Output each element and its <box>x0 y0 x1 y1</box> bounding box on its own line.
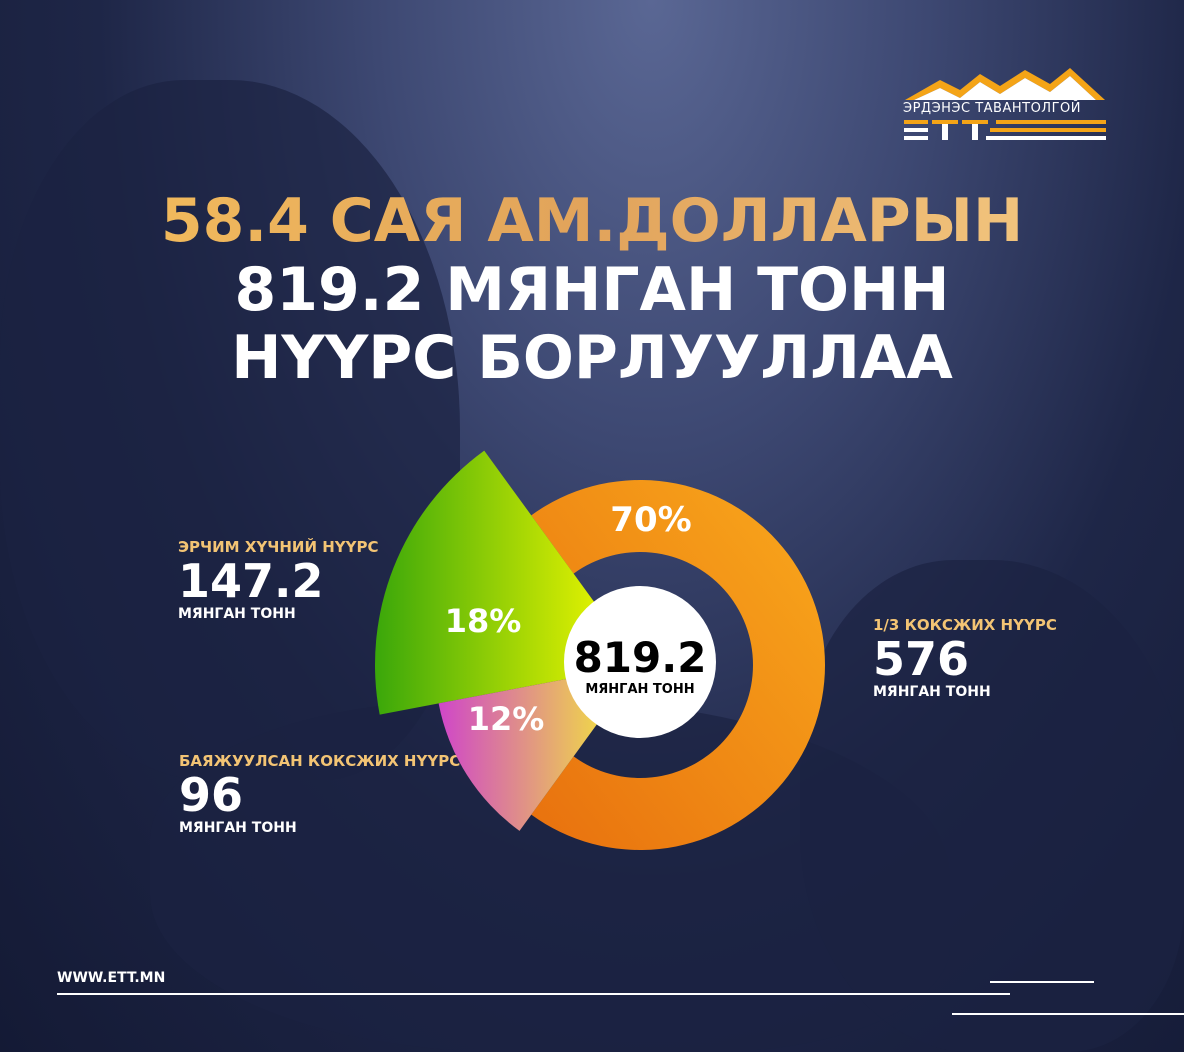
percent-label-thermal: 18% <box>445 602 522 640</box>
center-circle <box>564 586 716 738</box>
category-value: 147.2 <box>178 554 324 608</box>
label-semi-coking-coal: 1/3 КОКСЖИХ НҮҮРС 576 МЯНГАН ТОНН <box>873 616 1057 700</box>
headline-revenue: 58.4 САЯ АМ.ДОЛЛАРЫН <box>0 186 1184 256</box>
category-name: ЭРЧИМ ХҮЧНИЙ НҮҮРС <box>178 538 379 556</box>
center-unit: МЯНГАН ТОНН <box>585 682 694 697</box>
company-logo <box>904 68 1106 140</box>
category-value: 96 <box>179 768 244 822</box>
category-unit: МЯНГАН ТОНН <box>873 684 991 700</box>
category-name: БАЯЖУУЛСАН КОКСЖИХ НҮҮРС <box>179 752 461 770</box>
logo-text: ЭРДЭНЭС ТАВАНТОЛГОЙ <box>903 101 1081 116</box>
percent-label-washed-coking: 12% <box>468 700 545 738</box>
website-link[interactable]: WWW.ETT.MN <box>57 970 166 986</box>
background-rock <box>800 560 1184 1052</box>
footer-divider <box>952 1013 1184 1015</box>
footer-divider <box>57 993 1010 995</box>
label-washed-coking-coal: БАЯЖУУЛСАН КОКСЖИХ НҮҮРС 96 МЯНГАН ТОНН <box>179 752 460 836</box>
category-name: 1/3 КОКСЖИХ НҮҮРС <box>873 616 1057 634</box>
label-thermal-coal: ЭРЧИМ ХҮЧНИЙ НҮҮРС 147.2 МЯНГАН ТОНН <box>178 538 379 622</box>
slice-semi-coking-coal <box>531 479 825 850</box>
category-unit: МЯНГАН ТОНН <box>179 820 297 836</box>
headline-subject: НҮҮРС БОРЛУУЛЛАА <box>231 323 953 393</box>
category-value: 576 <box>873 632 970 686</box>
center-total: 819.2 <box>574 633 707 682</box>
footer-divider <box>990 981 1094 983</box>
percent-label-semi-coking: 70% <box>610 500 691 540</box>
category-unit: МЯНГАН ТОНН <box>178 606 296 622</box>
headline-volume: 819.2 МЯНГАН ТОНН <box>234 255 950 325</box>
